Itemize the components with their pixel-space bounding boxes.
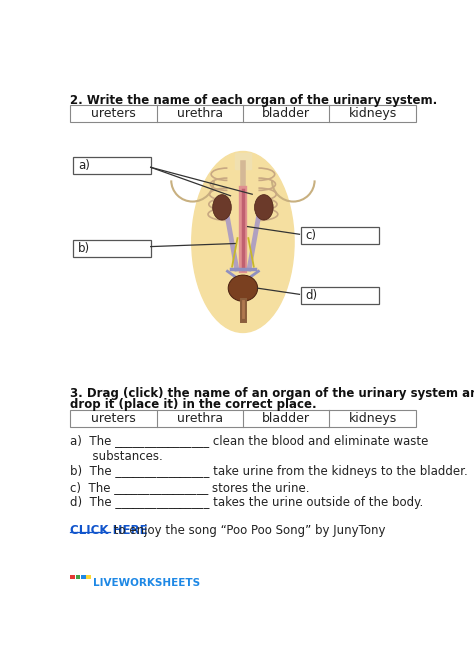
Text: 3. Drag (click) the name of an organ of the urinary system and: 3. Drag (click) the name of an organ of … — [70, 387, 474, 400]
Bar — [70, 410, 416, 427]
Text: a): a) — [78, 159, 90, 172]
Text: substances.: substances. — [70, 450, 163, 463]
Text: ureters: ureters — [91, 107, 136, 120]
Text: b)  The ________________ take urine from the kidneys to the bladder.: b) The ________________ take urine from … — [70, 465, 468, 478]
Text: to enjoy the song “Poo Poo Song” by JunyTony: to enjoy the song “Poo Poo Song” by Juny… — [110, 524, 385, 537]
Text: d): d) — [306, 288, 318, 302]
Text: kidneys: kidneys — [348, 107, 397, 120]
Text: urethra: urethra — [177, 107, 223, 120]
Text: CLICK HERE: CLICK HERE — [70, 524, 148, 537]
Bar — [301, 286, 379, 304]
Text: drop it (place it) in the correct place.: drop it (place it) in the correct place. — [70, 397, 317, 411]
Text: 2. Write the name of each organ of the urinary system.: 2. Write the name of each organ of the u… — [70, 94, 438, 107]
Bar — [81, 575, 86, 579]
Text: bladder: bladder — [262, 107, 310, 120]
Bar — [70, 575, 75, 579]
Text: ureters: ureters — [91, 412, 136, 425]
Text: c): c) — [306, 229, 317, 242]
Text: kidneys: kidneys — [348, 412, 397, 425]
Text: a)  The ________________ clean the blood and eliminate waste: a) The ________________ clean the blood … — [70, 434, 428, 448]
Text: LIVEWORKSHEETS: LIVEWORKSHEETS — [93, 579, 201, 589]
Bar — [73, 157, 151, 174]
Bar — [235, 153, 251, 169]
Text: d)  The ________________ takes the urine outside of the body.: d) The ________________ takes the urine … — [70, 496, 423, 509]
Bar — [70, 105, 416, 122]
Ellipse shape — [192, 151, 294, 332]
Text: urethra: urethra — [177, 412, 223, 425]
Text: bladder: bladder — [262, 412, 310, 425]
Bar — [301, 227, 379, 244]
Bar — [86, 575, 91, 579]
Ellipse shape — [255, 195, 273, 220]
Bar — [73, 240, 151, 257]
Bar — [75, 575, 80, 579]
Ellipse shape — [213, 195, 231, 220]
Text: c)  The ________________ stores the urine.: c) The ________________ stores the urine… — [70, 481, 310, 494]
Text: b): b) — [78, 242, 90, 255]
Ellipse shape — [228, 275, 258, 301]
